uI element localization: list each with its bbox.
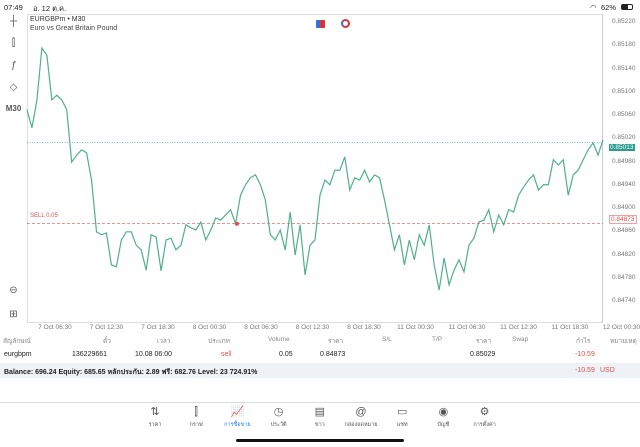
row-volume: 0.05: [279, 351, 293, 358]
chart-description: Euro vs Great Britain Pound: [30, 25, 118, 32]
y-tick-label: 0.85100: [612, 87, 636, 95]
x-tick-label: 11 Oct 00:30: [397, 324, 434, 331]
balance-bar: [0, 363, 640, 378]
mailbox-icon: @: [355, 406, 367, 418]
x-tick-label: 8 Oct 00:30: [192, 324, 227, 331]
wifi-icon: ◠: [590, 3, 597, 12]
nav-settings[interactable]: ⚙ การตั้งค่า: [465, 405, 505, 429]
x-tick-label: 11 Oct 06:30: [448, 324, 486, 331]
timeframe-button[interactable]: M30: [5, 104, 22, 113]
x-tick-label: 11 Oct 12:30: [500, 324, 537, 331]
y-tick-label: 0.84860: [612, 227, 636, 235]
status-date: อ. 12 ต.ค.: [33, 4, 67, 13]
column-header: ราคา: [328, 338, 344, 345]
column-header: S/L: [382, 336, 392, 343]
sell-entry-marker: [235, 221, 239, 226]
status-time: 07:49: [4, 3, 23, 12]
price-series-line: [26, 46, 604, 291]
column-header: เวลา: [157, 338, 171, 345]
quotes-icon: ⇅: [150, 406, 160, 418]
column-header: กำไร: [576, 338, 591, 345]
battery-level: 62%: [601, 3, 617, 12]
column-header: Swap: [512, 336, 529, 343]
settings-icon: ⚙: [479, 406, 490, 418]
x-tick-label: 11 Oct 18:30: [551, 324, 589, 331]
nav-divider: [0, 402, 640, 403]
nav-chart[interactable]: ⫿ กราฟ: [176, 405, 216, 429]
column-header: T/P: [432, 336, 443, 343]
total-profit: -10.59: [575, 367, 595, 374]
y-tick-label: 0.85060: [612, 111, 636, 118]
y-tick-label: 0.84940: [612, 180, 636, 188]
chart-plot: [26, 46, 604, 291]
y-tick-label: 0.84900: [612, 204, 636, 211]
trade-icon: 📈: [230, 406, 245, 418]
x-tick-label: 7 Oct 12:30: [89, 324, 124, 331]
row-time: 10.08 06:00: [135, 351, 172, 358]
row-type: sell: [221, 351, 232, 358]
column-header: Volume: [268, 336, 290, 343]
chart-icon: ⫿: [194, 406, 198, 418]
new-order-icon[interactable]: ⊞: [9, 309, 18, 320]
x-tick-label: 7 Oct 06:30: [38, 324, 72, 331]
history-icon: ◷: [273, 406, 284, 418]
column-header: ราคา: [476, 338, 492, 345]
y-tick-label: 0.84740: [612, 297, 636, 304]
x-tick-label: 8 Oct 06:30: [244, 324, 278, 331]
row-ticket: 136229661: [72, 351, 108, 358]
crosshair-icon[interactable]: ┼: [9, 16, 18, 27]
row-open-price: 0.84873: [320, 351, 346, 358]
sell-line-label: SELL 0.05: [30, 213, 58, 219]
column-header: สัญลักษณ์: [3, 338, 31, 345]
column-header: หมายเหตุ: [610, 338, 637, 345]
x-tick-label: 8 Oct 18:30: [347, 324, 381, 331]
nav-quotes[interactable]: ⇅ ราคา: [135, 405, 175, 429]
nav-news[interactable]: ▤ ข่าว: [300, 405, 340, 429]
nav-trade[interactable]: 📈 การซื้อขาย: [217, 405, 257, 429]
battery-icon: [621, 4, 633, 10]
sell-price-tag: 0.84873: [609, 215, 637, 224]
flag-eu-icon: [316, 20, 325, 28]
y-tick-label: 0.84820: [612, 250, 636, 258]
flag-gb-icon: [341, 19, 350, 28]
nav-chat[interactable]: ▭ แชท: [382, 405, 422, 429]
y-tick-label: 0.85220: [612, 18, 636, 25]
current-price-tag: 0.85013: [609, 144, 635, 151]
y-tick-label: 0.84980: [612, 157, 636, 165]
news-icon: ▤: [314, 406, 325, 418]
y-tick-label: 0.85020: [612, 134, 636, 142]
currency: USD: [600, 367, 615, 374]
function-icon[interactable]: ƒ: [10, 60, 17, 71]
x-tick-label: 12 Oct 00:30: [602, 324, 640, 331]
nav-mailbox[interactable]: @ กล่องจดหมาย: [341, 405, 381, 429]
indicators-icon[interactable]: ⫿: [11, 38, 16, 49]
account-icon: ◉: [438, 406, 449, 418]
y-tick-label: 0.84780: [612, 273, 636, 281]
column-header: ประเภท: [208, 338, 230, 345]
row-symbol[interactable]: eurgbpm: [4, 351, 32, 358]
row-profit: -10.59: [575, 351, 595, 358]
balance-summary: Balance: 696.24 Equity: 685.65 หลักประกั…: [4, 369, 258, 376]
column-header: ตั๋ว: [103, 338, 111, 345]
zoom-icon[interactable]: ⊖: [9, 285, 18, 296]
row-current-price: 0.85029: [470, 351, 496, 358]
x-tick-label: 8 Oct 12:30: [295, 324, 330, 331]
price-chart[interactable]: [27, 14, 603, 323]
y-tick-label: 0.85140: [612, 64, 636, 72]
y-tick-label: 0.85180: [612, 41, 636, 49]
chat-icon: ▭: [396, 406, 408, 418]
nav-history[interactable]: ◷ ประวัติ: [259, 405, 299, 429]
home-indicator: [236, 439, 404, 442]
chart-symbol: EURGBPm • M30: [30, 16, 86, 23]
nav-account[interactable]: ◉ บัญชี: [423, 405, 463, 429]
objects-icon[interactable]: ◇: [9, 82, 18, 93]
x-tick-label: 7 Oct 18:30: [141, 324, 175, 331]
